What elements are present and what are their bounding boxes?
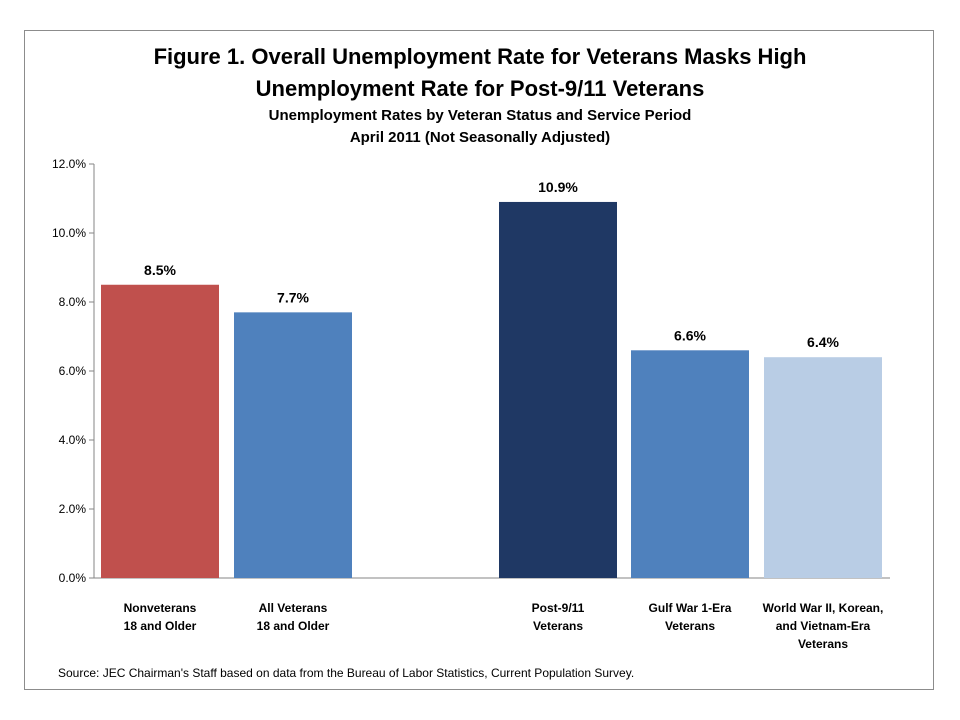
source-note: Source: JEC Chairman's Staff based on da… [58, 666, 635, 680]
bar [499, 201, 617, 578]
chart-title-line-1: Figure 1. Overall Unemployment Rate for … [153, 44, 807, 69]
bar [101, 284, 219, 578]
chart-subtitle-line-2: April 2011 (Not Seasonally Adjusted) [349, 129, 611, 146]
category-label: All Veterans [259, 601, 328, 615]
category-label: and Vietnam-Era [776, 619, 871, 633]
y-tick-label: 2.0% [59, 502, 87, 516]
data-label: 7.7% [277, 289, 309, 305]
chart-subtitle-line-1: Unemployment Rates by Veteran Status and… [268, 107, 692, 124]
category-label: Nonveterans [124, 601, 197, 615]
y-tick-label: 0.0% [59, 571, 87, 585]
y-tick-label: 6.0% [59, 364, 87, 378]
category-label: Veterans [798, 637, 848, 651]
bar [764, 357, 882, 578]
data-label: 8.5% [144, 262, 176, 278]
data-label: 6.6% [674, 327, 706, 343]
category-label: 18 and Older [124, 619, 197, 633]
y-tick-label: 8.0% [59, 295, 87, 309]
bar [631, 350, 749, 578]
y-tick-label: 4.0% [59, 433, 87, 447]
bar [234, 312, 352, 578]
category-label: World War II, Korean, [763, 601, 884, 615]
chart-title-line-2: Unemployment Rate for Post-9/11 Veterans [255, 76, 705, 101]
y-tick-label: 12.0% [52, 157, 86, 171]
category-label: Veterans [665, 619, 715, 633]
data-label: 6.4% [807, 334, 839, 350]
y-tick-label: 10.0% [52, 226, 86, 240]
category-label: Post-9/11 [532, 601, 585, 615]
category-label: 18 and Older [257, 619, 330, 633]
category-label: Gulf War 1-Era [649, 601, 732, 615]
category-label: Veterans [533, 619, 583, 633]
data-label: 10.9% [538, 179, 578, 195]
